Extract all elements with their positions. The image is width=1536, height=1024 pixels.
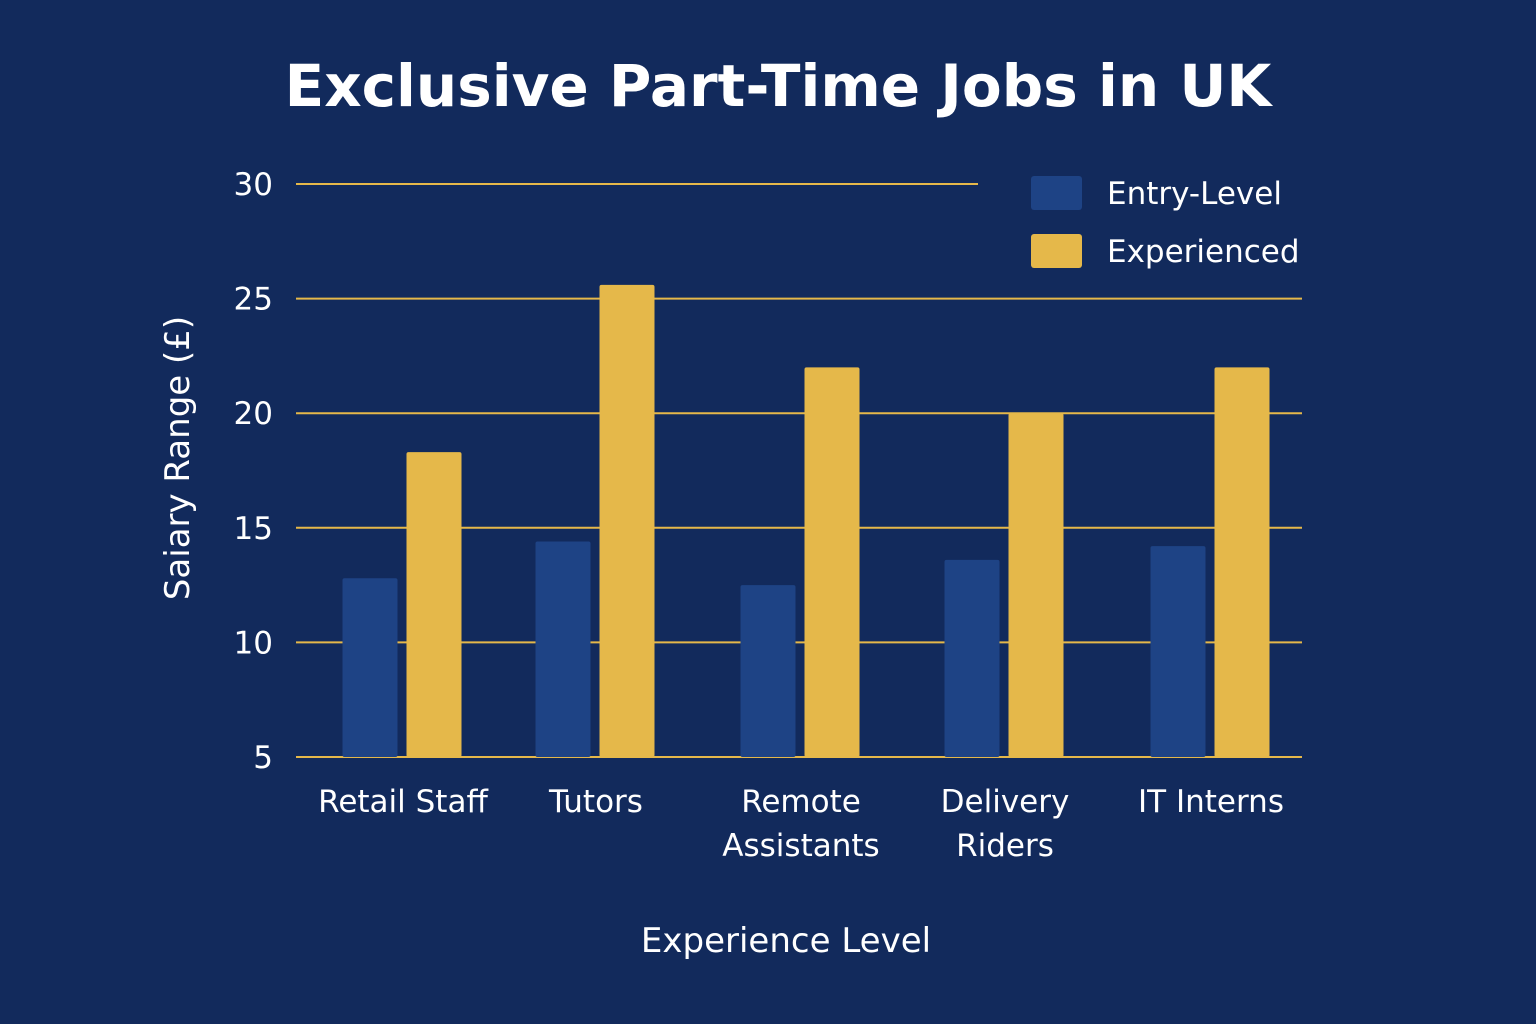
y-tick-label: 25 [234, 282, 273, 318]
chart-title: Exclusive Part-Time Jobs in UK [285, 52, 1274, 120]
legend-label: Entry-Level [1107, 176, 1282, 212]
x-tick-label: IT Interns [1138, 784, 1284, 820]
x-tick-label: Assistants [722, 828, 879, 864]
y-tick-label: 20 [234, 396, 273, 432]
x-tick-label: Riders [956, 828, 1054, 864]
bar-experienced-0 [406, 452, 462, 757]
x-tick-label: Remote [741, 784, 861, 820]
legend-label: Experienced [1107, 234, 1300, 270]
x-axis-categories: Retail Staff Tutors Remote Assistants Delive… [318, 784, 1284, 864]
y-axis-title: Saiary Range (£) [158, 316, 198, 600]
bar-experienced-2 [804, 367, 860, 757]
x-tick-label: Retail Staff [318, 784, 488, 820]
bar-experienced-3 [1008, 413, 1064, 757]
x-axis-title: Experience Level [641, 921, 931, 961]
y-tick-label: 10 [234, 625, 273, 661]
bars [342, 284, 1270, 757]
bar-entry-level-3 [944, 559, 1000, 757]
legend-swatch-entry-level [1031, 176, 1082, 210]
x-tick-label: Delivery [941, 784, 1070, 820]
y-tick-label: 5 [253, 740, 273, 776]
legend: Entry-Level Experienced [1031, 176, 1300, 270]
x-tick-label: Tutors [548, 784, 643, 820]
bar-entry-level-1 [535, 541, 591, 757]
gridlines [296, 183, 1302, 758]
y-axis-ticks: 5 10 15 20 25 30 [234, 167, 273, 776]
y-tick-label: 30 [234, 167, 273, 203]
bar-experienced-4 [1214, 367, 1270, 757]
bar-experienced-1 [599, 284, 655, 757]
bar-entry-level-0 [342, 578, 398, 757]
legend-swatch-experienced [1031, 234, 1082, 268]
bar-entry-level-2 [740, 585, 796, 757]
bar-entry-level-4 [1150, 546, 1206, 757]
y-tick-label: 15 [234, 511, 273, 547]
